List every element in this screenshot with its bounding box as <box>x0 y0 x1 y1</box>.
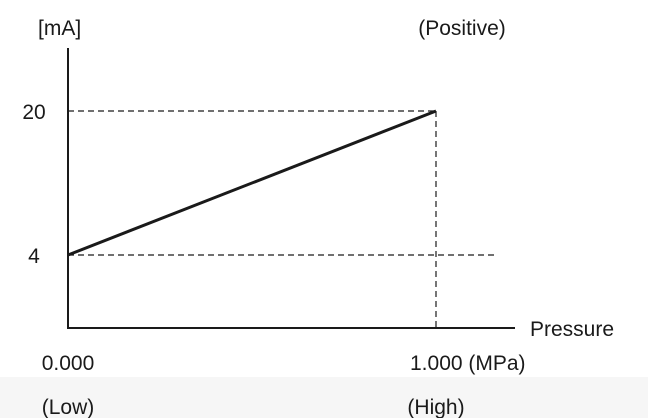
y-tick-label-low: 4 <box>28 245 40 268</box>
x-tick-sublabel-low: (Low) <box>42 396 95 418</box>
reference-lines <box>68 110 494 328</box>
x-tick-label-high: 1.000 (MPa) <box>410 352 526 375</box>
series-line <box>67 109 437 257</box>
x-tick-sublabel-high: (High) <box>407 396 464 418</box>
y-axis-label: [mA] <box>38 17 81 40</box>
y-tick-label-high: 20 <box>22 101 45 124</box>
x-axis-label: Pressure <box>530 318 614 341</box>
series-label: (Positive) <box>418 17 506 40</box>
bottom-band <box>0 377 648 418</box>
x-tick-label-low: 0.000 <box>42 352 95 375</box>
